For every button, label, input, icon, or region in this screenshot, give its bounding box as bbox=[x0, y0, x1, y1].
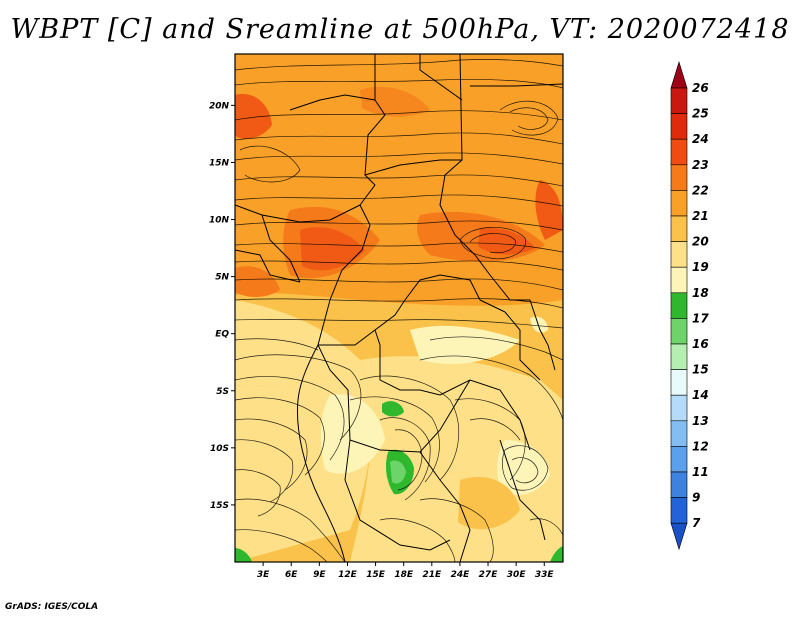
colorbar-swatch bbox=[670, 369, 688, 396]
colorbar-swatch bbox=[670, 292, 688, 319]
colorbar-swatch bbox=[670, 471, 688, 498]
longitude-axis: 3E 6E 9E 12E 15E 18E 21E 24E 27E 30E 33E bbox=[257, 562, 555, 580]
colorbar-level-label: 18 bbox=[692, 286, 709, 300]
colorbar-swatch bbox=[670, 497, 688, 524]
lat-tick-label: 10S bbox=[210, 444, 229, 454]
colorbar-level-label: 20 bbox=[692, 235, 709, 249]
lon-tick-label: 18E bbox=[394, 570, 414, 580]
lon-tick-label: 3E bbox=[257, 570, 270, 580]
colorbar-level-label: 19 bbox=[692, 260, 709, 274]
colorbar-swatch bbox=[670, 113, 688, 140]
colorbar-swatch bbox=[670, 215, 688, 242]
lat-tick-label: 5N bbox=[215, 273, 229, 283]
colorbar-level-label: 13 bbox=[692, 414, 709, 428]
colorbar-top-arrow bbox=[670, 60, 688, 89]
lon-tick-label: 33E bbox=[535, 570, 555, 580]
lon-tick-label: 30E bbox=[507, 570, 527, 580]
lon-tick-label: 15E bbox=[366, 570, 386, 580]
lat-tick-label: 15N bbox=[209, 158, 230, 168]
lat-tick-label: 20N bbox=[209, 101, 230, 111]
lon-tick-label: 27E bbox=[479, 570, 499, 580]
colorbar-level-label: 26 bbox=[692, 81, 709, 95]
lon-tick-label: 21E bbox=[422, 570, 442, 580]
colorbar-level-label: 12 bbox=[692, 439, 709, 453]
colorbar-swatch bbox=[670, 420, 688, 447]
lat-tick-label: 10N bbox=[209, 216, 230, 226]
colorbar-level-label: 22 bbox=[692, 183, 709, 197]
colorbar-level-label: 21 bbox=[692, 209, 709, 223]
grads-credit: GrADS: IGES/COLA bbox=[5, 602, 99, 612]
colorbar-swatch bbox=[670, 343, 688, 370]
colorbar-level-label: 14 bbox=[692, 388, 709, 402]
colorbar-level-label: 7 bbox=[692, 516, 701, 530]
map-title: WBPT [C] and Sreamline at 500hPa, VT: 20… bbox=[10, 14, 790, 45]
colorbar: 26 25 24 23 22 21 20 19 18 17 16 15 14 13 12 11 9 7 bbox=[670, 60, 709, 551]
colorbar-swatch bbox=[670, 446, 688, 473]
colorbar-swatch bbox=[670, 138, 688, 166]
colorbar-level-label: 23 bbox=[692, 158, 709, 172]
colorbar-level-label: 16 bbox=[692, 337, 709, 351]
map-panel bbox=[235, 54, 563, 562]
colorbar-level-label: 15 bbox=[692, 363, 709, 377]
lat-tick-label: 5S bbox=[216, 387, 229, 397]
lat-tick-label: 15S bbox=[210, 501, 229, 511]
latitude-axis: 20N 15N 10N 5N EQ 5S 10S 15S bbox=[209, 101, 235, 511]
colorbar-swatch bbox=[670, 87, 688, 114]
lon-tick-label: 24E bbox=[451, 570, 471, 580]
colorbar-swatch bbox=[670, 318, 688, 345]
colorbar-swatch bbox=[670, 190, 688, 217]
lat-tick-label: EQ bbox=[215, 330, 229, 340]
colorbar-swatch bbox=[670, 241, 688, 268]
colorbar-swatch bbox=[670, 164, 688, 191]
colorbar-level-label: 24 bbox=[692, 132, 709, 146]
map-frame bbox=[234, 53, 564, 563]
colorbar-level-label: 25 bbox=[692, 107, 709, 121]
colorbar-bottom-arrow bbox=[670, 522, 688, 551]
colorbar-level-label: 11 bbox=[692, 465, 709, 479]
colorbar-level-label: 9 bbox=[692, 491, 700, 505]
lon-tick-label: 6E bbox=[285, 570, 298, 580]
colorbar-swatch bbox=[670, 394, 688, 422]
lon-tick-label: 9E bbox=[313, 570, 326, 580]
colorbar-swatch bbox=[670, 266, 688, 294]
colorbar-level-label: 17 bbox=[692, 311, 709, 325]
lon-tick-label: 12E bbox=[338, 570, 358, 580]
